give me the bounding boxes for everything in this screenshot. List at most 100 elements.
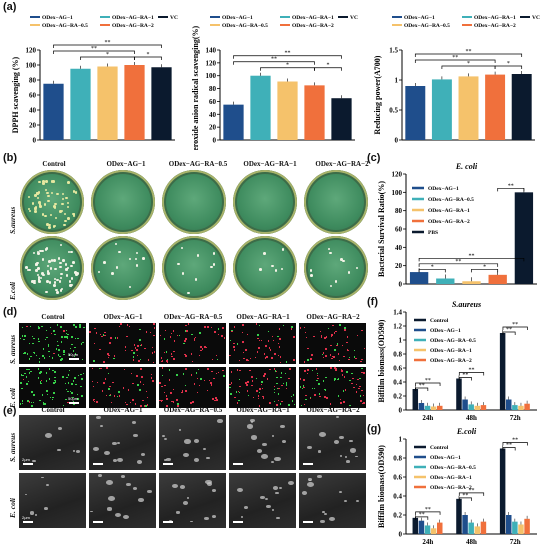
colony-dot (36, 196, 40, 200)
biofilm-ecoli-title: E.coli (456, 427, 477, 436)
cell-dot (246, 390, 249, 392)
cell-dot (28, 401, 31, 403)
cell-dot (214, 399, 216, 402)
cell-dot (37, 377, 40, 379)
biofilm-saureus-bar (424, 405, 431, 410)
cell-dot (195, 372, 198, 374)
biofilm-ecoli-bar (524, 518, 530, 534)
biofilm-saureus-ytick-label: 1 (399, 337, 403, 345)
cell-dot (136, 375, 138, 377)
colony-dot (271, 264, 274, 268)
colony-dot (310, 274, 313, 277)
cell-dot (66, 336, 68, 338)
cell-dot (322, 380, 325, 382)
cell-dot (275, 370, 278, 373)
colony-dot (31, 202, 35, 205)
cell-dot (317, 377, 319, 380)
dpph-ytick-label: 60 (29, 92, 37, 100)
cell-dot (152, 380, 154, 382)
cell-dot (23, 352, 25, 355)
cell-dot (150, 373, 153, 376)
cell-dot (335, 368, 337, 370)
cell-dot (196, 391, 199, 394)
biofilm-ecoli-bar (505, 515, 512, 534)
survival-sig-bracket (497, 187, 525, 192)
colony-dot (53, 224, 57, 227)
cell-dot (26, 368, 28, 371)
cell-dot (164, 384, 166, 387)
dpph-sig-mark: ** (105, 40, 111, 46)
colony-dot (76, 272, 79, 275)
cell-dot (127, 389, 130, 391)
colony-dot (38, 180, 41, 183)
survival-ytick-label: 80 (395, 207, 403, 215)
bacteria-cluster (133, 433, 139, 438)
biofilm-ecoli-sig-mark: ** (419, 512, 425, 518)
dpph-legend-label: ODex−AG−1 (42, 15, 73, 21)
sem-image (159, 473, 226, 528)
bacteria-cluster (57, 448, 61, 452)
bacteria-cluster (45, 484, 49, 487)
cell-dot (122, 387, 125, 389)
cell-dot (140, 344, 143, 346)
cell-dot (28, 371, 31, 374)
survival-sig-mark: * (483, 264, 486, 270)
bacteria-cluster (336, 416, 339, 419)
bacteria-cluster (123, 514, 130, 519)
survival-legend-label: ODex−AG−1 (428, 186, 459, 192)
biofilm-ecoli-bar (468, 522, 474, 534)
biofilm-saureus-sig-mark: ** (512, 322, 518, 328)
cell-dot (289, 368, 291, 370)
cell-dot (280, 376, 282, 379)
cell-dot (264, 373, 266, 375)
cell-dot (280, 372, 283, 374)
row-header-ecoli: E.coli (8, 281, 17, 300)
cell-dot (131, 349, 133, 352)
cell-dot (170, 332, 173, 335)
colony-dot (28, 268, 31, 272)
cell-dot (73, 355, 76, 358)
cell-dot (279, 338, 281, 340)
cell-dot (334, 367, 336, 369)
scale-bar (303, 463, 313, 465)
biofilm-saureus-sig-mark: ** (419, 383, 425, 389)
biofilm-saureus-title: S.aureus (452, 300, 481, 309)
biofilm-saureus-sig-mark: ** (462, 373, 468, 379)
colony-dot (53, 284, 56, 287)
cell-dot (40, 379, 43, 382)
cell-dot (200, 346, 202, 348)
superoxide-sig-mark: * (327, 63, 330, 69)
cell-dot (300, 404, 303, 407)
scale-label: 50μm (68, 396, 79, 401)
cell-dot (285, 361, 288, 363)
scale-bar (93, 521, 103, 523)
cell-dot (173, 358, 175, 360)
cell-dot (305, 336, 308, 339)
agar-plate (91, 170, 155, 234)
reducing-legend-label: ODex−AG−1 (404, 15, 435, 21)
cell-dot (28, 342, 31, 345)
colony-dot (67, 181, 70, 184)
dpph-ytick-label: 0 (33, 137, 37, 145)
biofilm-saureus-bar (518, 405, 524, 410)
colony-dot (59, 261, 62, 265)
cell-dot (346, 371, 348, 373)
cell-dot (22, 374, 24, 377)
dpph-sig-mark: * (147, 52, 150, 58)
cell-dot (77, 337, 79, 340)
cell-dot (185, 390, 187, 393)
cell-dot (138, 360, 140, 362)
bacteria-cluster (279, 487, 283, 490)
biofilm-ecoli-ytick-label: 0.6 (393, 474, 402, 482)
biofilm-saureus-bar (512, 405, 518, 410)
cell-dot (229, 383, 231, 386)
bacteria-cluster (206, 456, 210, 460)
cell-dot (361, 389, 363, 392)
cell-dot (290, 328, 293, 330)
cell-dot (31, 335, 34, 338)
reducing-bar (405, 86, 426, 140)
reducing-bar (458, 76, 479, 140)
cell-dot (116, 395, 119, 397)
cell-dot (38, 340, 40, 343)
cell-dot (50, 332, 53, 335)
